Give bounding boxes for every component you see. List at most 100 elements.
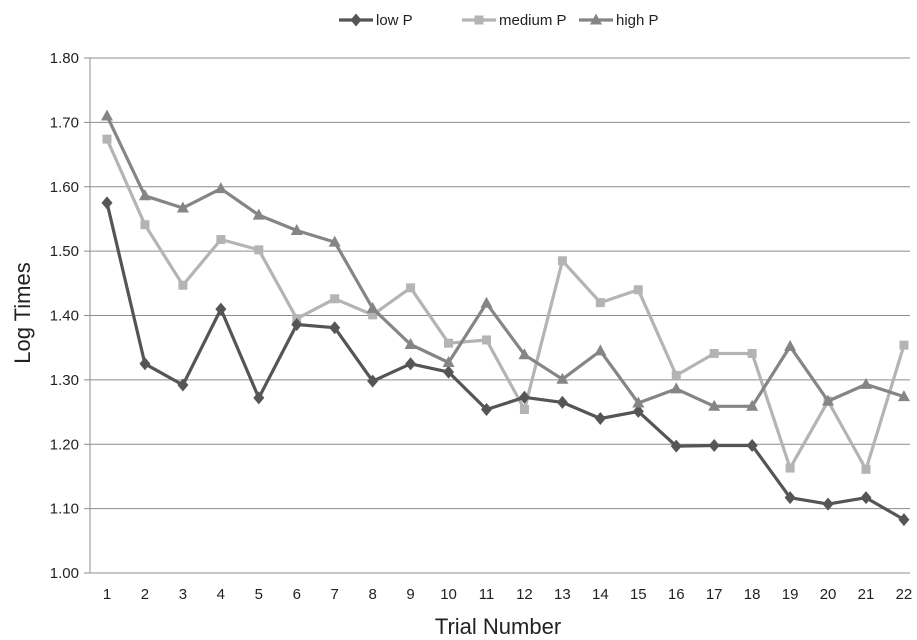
data-point-medium-p [557,256,567,266]
legend-item-high-p: high P [579,12,659,29]
data-point-medium-p [899,340,909,350]
data-point-low-p [822,497,834,511]
legend-marker [474,15,484,25]
data-point-high-p [822,394,835,406]
x-tick-label: 5 [255,586,263,603]
data-point-low-p [177,378,189,392]
data-point-low-p [329,321,341,335]
y-tick-label: 1.30 [50,372,79,389]
data-point-low-p [443,365,455,379]
series-medium-p [102,134,909,474]
data-point-low-p [708,439,720,453]
data-point-high-p [442,355,455,367]
data-point-low-p [405,357,417,371]
data-point-low-p [101,196,113,210]
series-high-p [101,109,910,411]
data-point-low-p [481,402,492,416]
data-point-medium-p [140,220,150,230]
data-point-medium-p [785,463,795,473]
axes: 1.001.101.201.301.401.501.601.701.801 2 3 4… [50,50,912,603]
data-point-medium-p [368,310,378,320]
data-point-medium-p [102,134,112,144]
data-point-medium-p [747,348,757,358]
data-point-low-p [215,302,227,316]
x-tick-label: 13 [554,586,571,603]
x-tick-label: 22 [896,586,913,603]
data-point-medium-p [861,464,871,474]
x-tick-label: 12 [516,586,533,603]
x-tick-label: 4 [217,586,225,603]
x-tick-label: 1 [103,586,111,603]
data-point-high-p [746,399,759,411]
data-point-medium-p [444,338,454,348]
data-point-low-p [518,390,530,404]
data-point-high-p [784,339,797,351]
series-line-high-p [105,115,905,408]
data-point-medium-p [178,280,188,290]
data-point-medium-p [482,335,491,345]
data-point-high-p [328,235,341,247]
legend-marker [590,13,602,25]
x-tick-label: 2 [141,586,149,603]
data-point-low-p [746,439,758,453]
legend-marker [350,13,362,27]
data-point-high-p [556,372,569,384]
x-tick-label: 21 [858,586,875,603]
legend-label: medium P [499,12,567,29]
data-point-high-p [670,382,683,394]
legend-item-low-p: low P [339,12,413,29]
grid-lines [90,57,910,574]
legend-label: high P [616,12,659,29]
x-tick-label: 8 [368,586,376,603]
data-point-low-p [670,439,682,453]
y-tick-label: 1.60 [50,179,79,196]
data-point-low-p [784,491,796,505]
data-point-high-p [897,390,910,402]
x-tick-label: 3 [179,586,187,603]
y-tick-label: 1.00 [50,565,79,582]
data-point-low-p [898,513,910,527]
x-tick-label: 10 [440,586,457,603]
data-point-high-p [518,348,531,360]
data-point-low-p [139,357,151,371]
legend-label: low P [376,12,413,29]
data-point-high-p [404,337,417,349]
data-point-low-p [367,374,379,388]
data-point-medium-p [671,370,681,380]
data-point-medium-p [595,298,605,308]
data-point-medium-p [633,285,643,295]
x-tick-label: 16 [668,586,685,603]
data-point-high-p [290,224,303,236]
data-point-high-p [860,377,872,389]
y-tick-label: 1.70 [50,114,79,131]
data-point-high-p [594,344,607,356]
data-point-high-p [632,396,645,408]
x-tick-label: 14 [592,586,609,603]
data-point-high-p [176,201,189,213]
data-point-high-p [138,189,151,201]
data-point-low-p [632,404,644,418]
data-point-medium-p [519,404,529,414]
y-tick-label: 1.20 [50,436,79,453]
data-point-low-p [291,318,303,332]
y-tick-label: 1.80 [50,50,79,67]
series-line-low-p [105,202,905,521]
data-point-high-p [480,296,493,308]
x-tick-label: 17 [706,586,723,603]
series-low-p [101,196,910,527]
data-point-medium-p [216,235,226,245]
data-point-medium-p [406,283,416,293]
legend-item-medium-p: medium P [462,12,567,29]
data-point-low-p [253,391,265,405]
data-point-low-p [860,491,872,505]
x-tick-label: 11 [479,586,495,603]
data-point-high-p [252,208,265,220]
data-point-low-p [556,395,568,409]
x-axis-title: Trial Number [435,614,561,639]
data-point-high-p [366,301,379,313]
data-point-medium-p [254,245,264,255]
x-tick-label: 18 [744,586,761,603]
legend: low P medium P high P [339,12,659,29]
